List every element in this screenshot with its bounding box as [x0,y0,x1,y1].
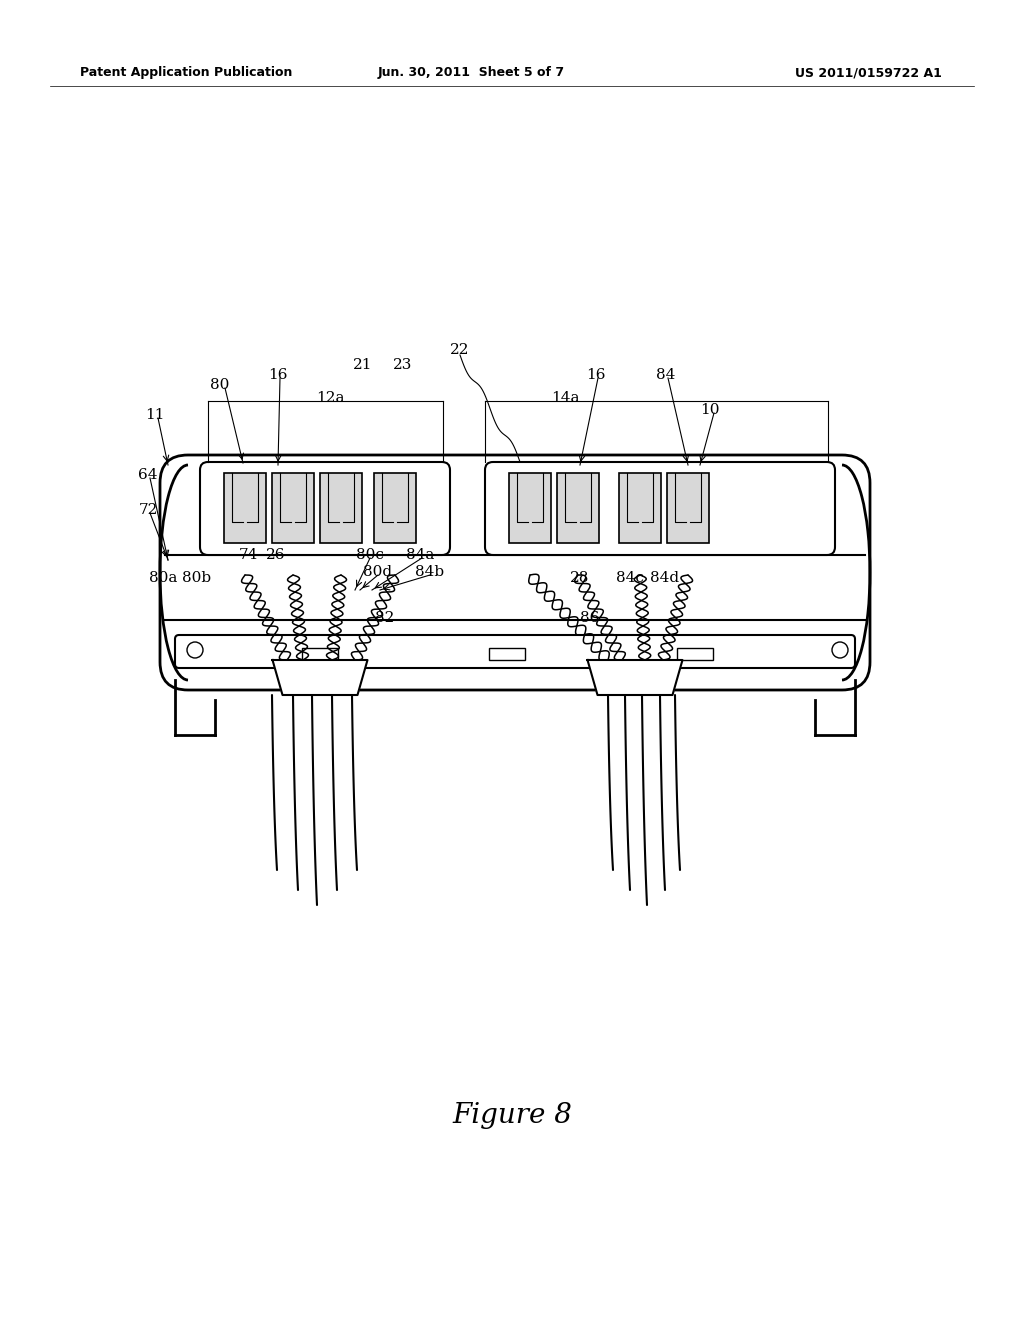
Text: 84c: 84c [616,572,644,585]
Polygon shape [588,660,683,696]
Text: 80: 80 [210,378,229,392]
Bar [677,648,713,660]
FancyBboxPatch shape [160,455,870,690]
Text: 22: 22 [451,343,470,356]
Text: 80d: 80d [364,565,392,579]
Bar [489,648,525,660]
Bar [319,473,362,543]
Text: Patent Application Publication: Patent Application Publication [80,66,293,79]
Text: 84d: 84d [650,572,680,585]
Bar [509,473,551,543]
Text: 84a: 84a [406,548,434,562]
Text: 80b: 80b [182,572,212,585]
Text: 80c: 80c [356,548,384,562]
Text: 12a: 12a [315,391,344,405]
Bar [272,473,314,543]
Circle shape [187,642,203,657]
Text: 82: 82 [376,611,394,624]
Circle shape [831,642,848,657]
Bar [302,648,338,660]
Text: 64: 64 [138,469,158,482]
FancyBboxPatch shape [200,462,450,554]
Bar [374,473,416,543]
Text: 72: 72 [138,503,158,517]
Text: 10: 10 [700,403,720,417]
Text: 16: 16 [268,368,288,381]
Bar [667,473,709,543]
Text: 21: 21 [353,358,373,372]
Polygon shape [272,660,368,696]
Text: 84b: 84b [416,565,444,579]
Bar [618,473,662,543]
Text: 84: 84 [656,368,676,381]
Text: 86: 86 [581,611,600,624]
Text: US 2011/0159722 A1: US 2011/0159722 A1 [796,66,942,79]
FancyBboxPatch shape [175,635,855,668]
Text: 14a: 14a [551,391,580,405]
Bar [557,473,599,543]
FancyBboxPatch shape [485,462,835,554]
Text: 23: 23 [393,358,413,372]
Bar [224,473,266,543]
Text: 26: 26 [266,548,286,562]
Text: 80a: 80a [148,572,177,585]
Text: 28: 28 [570,572,590,585]
Text: 16: 16 [587,368,606,381]
Text: 74: 74 [239,548,258,562]
Text: Jun. 30, 2011  Sheet 5 of 7: Jun. 30, 2011 Sheet 5 of 7 [378,66,564,79]
Text: 11: 11 [145,408,165,422]
Text: Figure 8: Figure 8 [452,1102,572,1129]
